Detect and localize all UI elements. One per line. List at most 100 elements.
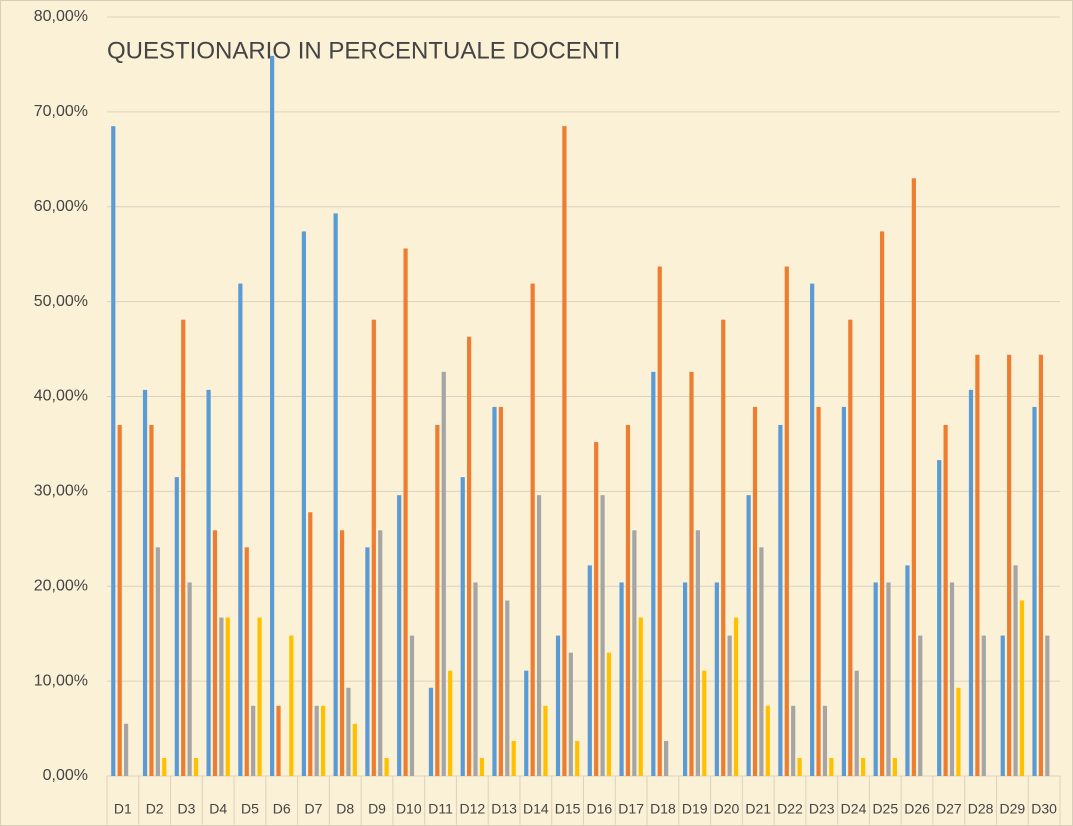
bar xyxy=(956,687,961,776)
bar xyxy=(123,723,129,776)
bar xyxy=(365,547,370,776)
x-tick-label: D30 xyxy=(1031,801,1057,817)
bar xyxy=(212,530,218,776)
bar xyxy=(339,530,345,776)
x-tick-label: D26 xyxy=(904,801,930,817)
bar xyxy=(142,389,148,776)
x-tick-label: D23 xyxy=(809,801,835,817)
x-tick-label: D17 xyxy=(618,801,644,817)
x-tick-label: D13 xyxy=(491,801,517,817)
bar xyxy=(829,757,834,776)
x-tick-label: D18 xyxy=(650,801,676,817)
x-tick-label: D5 xyxy=(241,801,259,817)
x-tick-label: D6 xyxy=(273,801,291,817)
bar xyxy=(238,283,243,776)
bar xyxy=(568,652,573,776)
bar xyxy=(1013,565,1018,776)
x-tick-label: D20 xyxy=(714,801,740,817)
x-tick-label: D27 xyxy=(936,801,962,817)
bar xyxy=(530,283,535,776)
bar xyxy=(441,371,446,776)
bar xyxy=(943,424,948,776)
bar xyxy=(638,617,643,776)
bar xyxy=(333,213,338,777)
bar xyxy=(689,371,694,776)
x-tick-label: D25 xyxy=(872,801,898,817)
bar xyxy=(918,635,923,776)
bar xyxy=(594,442,599,776)
y-tick-label: 20,00% xyxy=(34,577,88,594)
x-tick-label: D19 xyxy=(682,801,708,817)
bar xyxy=(270,55,275,777)
bar xyxy=(206,389,211,776)
bar xyxy=(911,178,916,777)
bar xyxy=(1045,635,1050,776)
bar xyxy=(397,495,402,776)
bar xyxy=(625,424,631,776)
bar xyxy=(727,635,732,776)
bar xyxy=(854,670,859,776)
bar xyxy=(1019,600,1025,776)
bar xyxy=(562,126,567,776)
bar xyxy=(886,582,891,776)
bar xyxy=(600,495,605,776)
x-tick-label: D8 xyxy=(336,801,354,817)
bar xyxy=(702,670,707,776)
bar xyxy=(244,547,249,776)
bar xyxy=(149,424,154,776)
bar xyxy=(651,371,656,776)
bar xyxy=(524,670,529,776)
bar xyxy=(371,319,376,776)
y-tick-label: 40,00% xyxy=(34,388,88,405)
bar xyxy=(505,600,510,776)
bar xyxy=(981,635,986,776)
bar xyxy=(428,687,434,776)
bar xyxy=(187,582,192,776)
bar xyxy=(810,283,815,776)
bar xyxy=(848,319,853,776)
x-tick-label: D11 xyxy=(428,801,453,817)
bar xyxy=(174,477,179,776)
x-tick-label: D7 xyxy=(305,801,323,817)
bar xyxy=(301,231,306,777)
y-tick-label: 60,00% xyxy=(34,198,88,215)
bar xyxy=(448,670,453,776)
x-tick-label: D28 xyxy=(968,801,994,817)
bar xyxy=(555,635,561,776)
x-tick-label: D29 xyxy=(1000,801,1026,817)
bar xyxy=(797,757,802,776)
bar xyxy=(606,652,612,776)
bar xyxy=(111,126,116,776)
bar xyxy=(435,424,440,776)
bar xyxy=(193,757,199,776)
bar xyxy=(473,582,478,776)
y-tick-label: 10,00% xyxy=(34,672,88,689)
y-tick-label: 80,00% xyxy=(34,8,88,25)
bar xyxy=(664,740,669,776)
bar xyxy=(682,582,688,776)
bar xyxy=(791,705,796,776)
x-tick-label: D15 xyxy=(555,801,581,817)
y-tick-label: 30,00% xyxy=(34,483,88,500)
x-tick-label: D12 xyxy=(459,801,485,817)
x-tick-label: D24 xyxy=(841,801,867,817)
bar xyxy=(308,512,313,776)
bar xyxy=(949,582,955,776)
bar xyxy=(225,617,230,776)
bar xyxy=(1000,635,1005,776)
bar xyxy=(511,740,516,776)
bar xyxy=(219,617,224,776)
x-tick-label: D22 xyxy=(777,801,803,817)
chart-title: QUESTIONARIO IN PERCENTUALE DOCENTI xyxy=(107,37,620,64)
bar xyxy=(937,460,942,776)
bar xyxy=(492,406,497,776)
bar xyxy=(289,635,294,776)
bar xyxy=(1038,354,1044,776)
bar xyxy=(841,406,847,776)
bar xyxy=(1032,406,1037,776)
bar xyxy=(784,266,789,776)
x-tick-label: D9 xyxy=(368,801,386,817)
bar xyxy=(276,705,281,776)
